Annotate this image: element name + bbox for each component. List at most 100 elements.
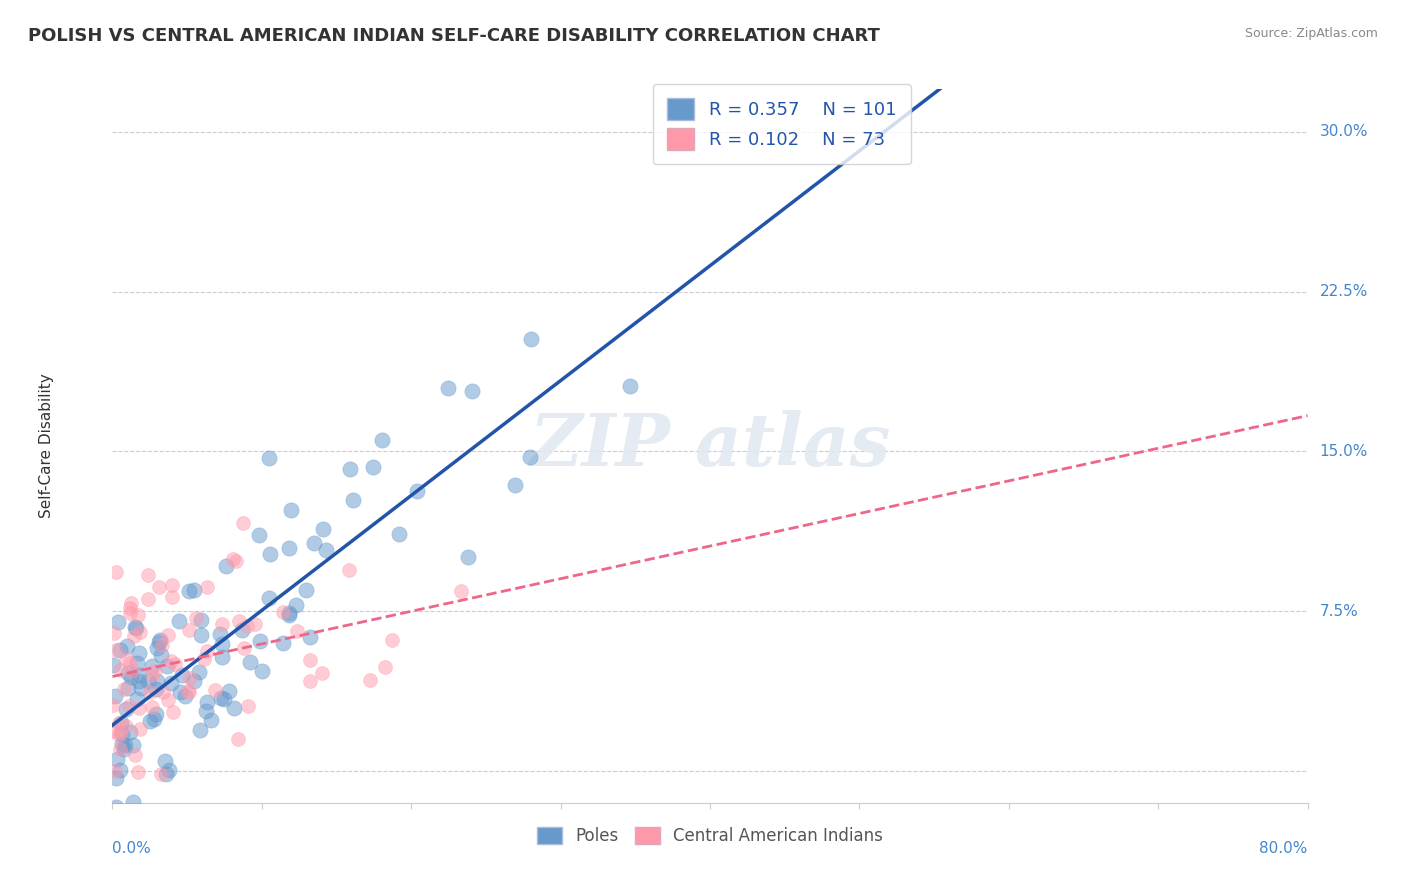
Point — [136, 591, 159, 606]
Point — [157, 763, 180, 777]
Text: 80.0%: 80.0% — [1260, 841, 1308, 856]
Point — [104, 764, 127, 778]
Point — [193, 652, 215, 666]
Point — [461, 384, 484, 399]
Point — [156, 659, 179, 673]
Point — [250, 664, 273, 678]
Point — [141, 668, 163, 682]
Point — [125, 692, 148, 706]
Point — [315, 542, 337, 557]
Point — [167, 614, 190, 628]
Point — [141, 659, 163, 673]
Point — [127, 607, 149, 622]
Point — [142, 806, 165, 821]
Point — [117, 681, 139, 695]
Point — [187, 665, 209, 680]
Point — [177, 683, 200, 698]
Point — [112, 681, 135, 696]
Point — [236, 619, 259, 633]
Point — [111, 737, 134, 751]
Point — [505, 477, 527, 491]
Point — [120, 725, 142, 739]
Point — [122, 629, 145, 643]
Point — [107, 806, 129, 821]
Point — [118, 656, 141, 670]
Point — [120, 670, 142, 684]
Point — [239, 656, 262, 670]
Point — [115, 652, 138, 666]
Point — [129, 681, 152, 695]
Point — [114, 738, 136, 752]
Point — [342, 493, 364, 508]
Point — [200, 714, 222, 728]
Point — [285, 624, 308, 639]
Point — [104, 771, 127, 785]
Point — [208, 626, 231, 640]
Point — [190, 613, 212, 627]
Point — [337, 563, 360, 577]
Point — [520, 333, 543, 347]
Point — [184, 611, 207, 625]
Point — [179, 684, 201, 698]
Point — [124, 748, 146, 763]
Point — [388, 527, 411, 541]
Point — [195, 705, 218, 719]
Point — [115, 639, 138, 653]
Point — [190, 628, 212, 642]
Point — [226, 731, 249, 746]
Point — [107, 716, 129, 731]
Point — [211, 637, 233, 651]
Point — [177, 624, 200, 638]
Point — [222, 552, 245, 566]
Point — [105, 800, 128, 814]
Point — [118, 698, 141, 713]
Point — [179, 671, 201, 685]
Point — [249, 634, 271, 648]
Point — [273, 635, 295, 649]
Text: 15.0%: 15.0% — [1320, 444, 1368, 458]
Point — [108, 663, 131, 677]
Point — [136, 568, 159, 582]
Legend: Poles, Central American Indians: Poles, Central American Indians — [530, 820, 890, 852]
Point — [177, 583, 200, 598]
Point — [162, 706, 184, 720]
Point — [280, 502, 302, 516]
Point — [148, 580, 170, 594]
Point — [108, 725, 131, 739]
Point — [619, 378, 641, 392]
Point — [104, 566, 127, 580]
Point — [120, 600, 142, 615]
Point — [436, 381, 458, 395]
Text: 22.5%: 22.5% — [1320, 284, 1368, 299]
Point — [145, 681, 167, 696]
Point — [120, 606, 142, 620]
Point — [108, 741, 131, 756]
Point — [101, 698, 124, 712]
Point — [121, 738, 143, 752]
Point — [104, 690, 127, 704]
Point — [273, 605, 295, 619]
Point — [146, 641, 169, 656]
Point — [311, 666, 333, 681]
Point — [295, 582, 318, 597]
Point — [222, 701, 245, 715]
Point — [162, 590, 184, 604]
Point — [145, 706, 167, 721]
Point — [121, 664, 143, 678]
Point — [114, 719, 136, 733]
Point — [374, 660, 396, 674]
Text: ZIP atlas: ZIP atlas — [530, 410, 890, 482]
Point — [148, 633, 170, 648]
Text: Self-Care Disability: Self-Care Disability — [39, 374, 55, 518]
Point — [188, 723, 211, 737]
Point — [142, 712, 165, 726]
Point — [370, 433, 392, 447]
Point — [143, 665, 166, 679]
Point — [225, 554, 247, 568]
Point — [141, 700, 163, 714]
Point — [139, 714, 162, 728]
Point — [195, 644, 218, 658]
Point — [160, 578, 183, 592]
Text: 30.0%: 30.0% — [1320, 124, 1368, 139]
Point — [214, 692, 236, 706]
